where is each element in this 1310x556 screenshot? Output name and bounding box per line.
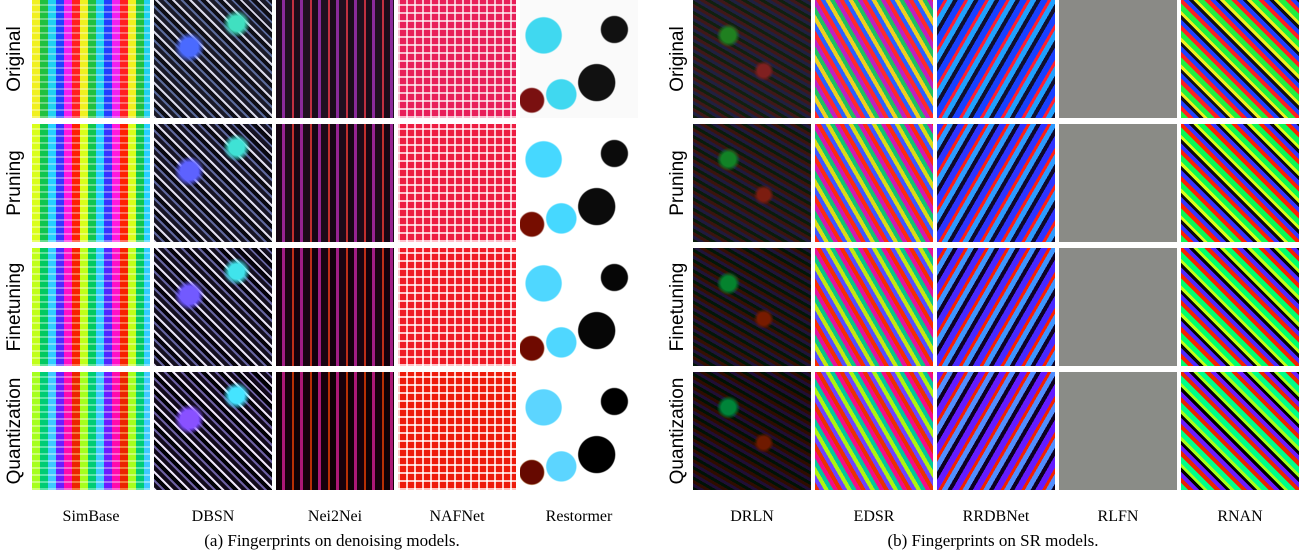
column-label: Nei2Nei xyxy=(276,508,394,526)
row-label: Original xyxy=(666,0,690,118)
fingerprint-image xyxy=(693,0,811,118)
column-label: RLFN xyxy=(1059,508,1177,526)
fingerprint-image xyxy=(154,372,272,490)
column-label: SimBase xyxy=(32,508,150,526)
row-label: Original xyxy=(3,0,27,118)
fingerprint-image xyxy=(398,372,516,490)
fingerprint-image xyxy=(276,124,394,242)
fingerprint-image xyxy=(520,248,638,366)
fingerprint-image xyxy=(937,372,1055,490)
column-label: EDSR xyxy=(815,508,933,526)
fingerprint-image xyxy=(1181,124,1299,242)
fingerprint-image xyxy=(815,0,933,118)
fingerprint-image xyxy=(1181,248,1299,366)
fingerprint-image xyxy=(815,372,933,490)
fingerprint-image xyxy=(815,248,933,366)
fingerprint-image xyxy=(276,372,394,490)
row-label: Finetuning xyxy=(3,248,27,366)
fingerprint-image xyxy=(154,0,272,118)
column-label: DRLN xyxy=(693,508,811,526)
fingerprint-image xyxy=(276,248,394,366)
caption: (a) Fingerprints on denoising models. xyxy=(22,531,642,551)
fingerprint-image xyxy=(937,124,1055,242)
fingerprint-image xyxy=(520,0,638,118)
fingerprint-image xyxy=(154,124,272,242)
fingerprint-image xyxy=(398,248,516,366)
fingerprint-image xyxy=(32,248,150,366)
fingerprint-image xyxy=(32,124,150,242)
fingerprint-image xyxy=(1059,248,1177,366)
fingerprint-image xyxy=(1181,0,1299,118)
fingerprint-image xyxy=(815,124,933,242)
row-label: Pruning xyxy=(666,124,690,242)
fingerprint-image xyxy=(1059,0,1177,118)
fingerprint-image xyxy=(32,0,150,118)
fingerprint-image xyxy=(32,372,150,490)
fingerprint-image xyxy=(520,372,638,490)
fingerprint-image xyxy=(398,0,516,118)
fingerprint-image xyxy=(398,124,516,242)
fingerprint-image xyxy=(154,248,272,366)
fingerprint-image xyxy=(937,0,1055,118)
row-label: Quantization xyxy=(3,372,27,490)
fingerprint-image xyxy=(520,124,638,242)
column-label: Restormer xyxy=(520,508,638,526)
fingerprint-image xyxy=(1059,124,1177,242)
fingerprint-image xyxy=(693,372,811,490)
fingerprint-image xyxy=(276,0,394,118)
row-label: Quantization xyxy=(666,372,690,490)
row-label: Finetuning xyxy=(666,248,690,366)
figure: Original Pruning Finetuning Quantization Sim… xyxy=(0,0,1310,556)
fingerprint-image xyxy=(693,124,811,242)
fingerprint-image xyxy=(937,248,1055,366)
column-label: NAFNet xyxy=(398,508,516,526)
column-label: RNAN xyxy=(1181,508,1299,526)
row-label: Pruning xyxy=(3,124,27,242)
column-label: DBSN xyxy=(154,508,272,526)
column-label: RRDBNet xyxy=(937,508,1055,526)
fingerprint-image xyxy=(1181,372,1299,490)
caption: (b) Fingerprints on SR models. xyxy=(683,531,1303,551)
fingerprint-image xyxy=(693,248,811,366)
fingerprint-image xyxy=(1059,372,1177,490)
